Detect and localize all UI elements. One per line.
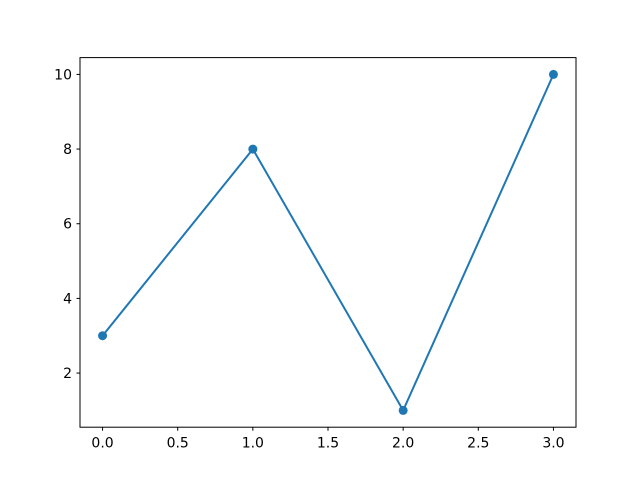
data-point-marker <box>248 144 258 154</box>
plot-border <box>79 57 577 428</box>
data-point-marker <box>98 331 108 341</box>
data-point-marker <box>548 69 558 79</box>
x-axis-tick-label: 0.0 <box>91 436 113 452</box>
data-line <box>101 73 555 412</box>
x-axis-tick-label: 0.5 <box>167 436 189 452</box>
y-axis-tick-label: 8 <box>63 142 72 158</box>
x-axis-tick-label: 1.5 <box>317 436 339 452</box>
x-axis-tick-label: 2.0 <box>392 436 414 452</box>
y-axis-tick-label: 6 <box>63 217 72 233</box>
x-axis-tick-label: 3.0 <box>542 436 564 452</box>
x-axis-tick-label: 2.5 <box>467 436 489 452</box>
y-axis-tick-label: 4 <box>63 291 72 307</box>
data-point-marker <box>398 405 408 415</box>
y-axis-tick-label: 10 <box>54 67 72 83</box>
x-axis-tick-label: 1.0 <box>242 436 264 452</box>
y-axis-tick-label: 2 <box>63 366 72 382</box>
